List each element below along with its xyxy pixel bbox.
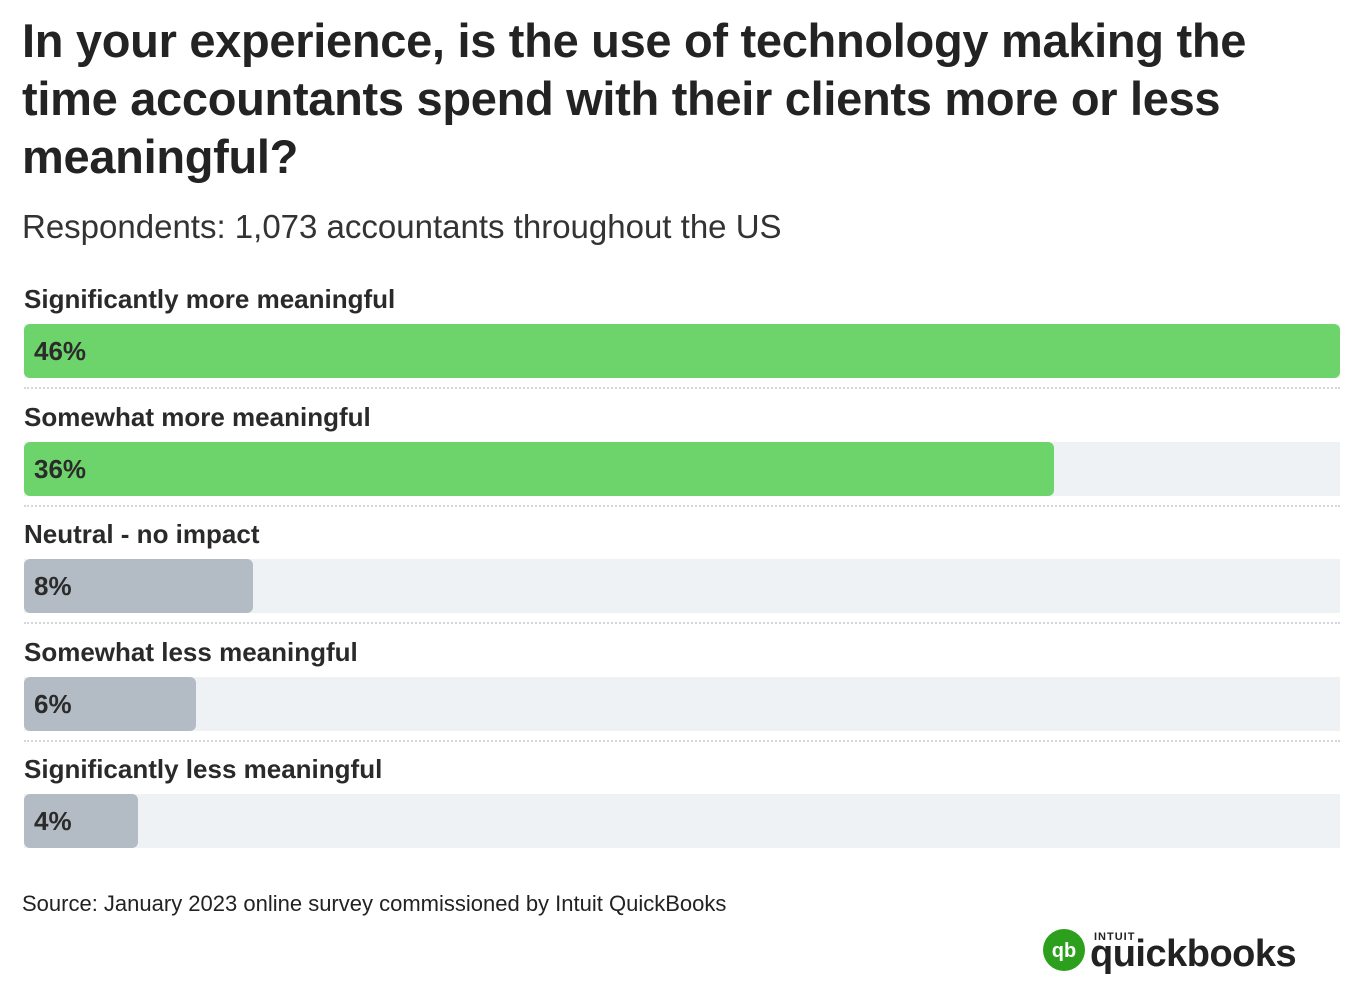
category-label: Somewhat more meaningful <box>24 401 371 432</box>
bar-value-label: 46% <box>34 336 87 366</box>
bar-track: 8% <box>24 559 1340 613</box>
bar-track: 6% <box>24 676 1340 731</box>
chart-subtitle: Respondents: 1,073 accountants throughou… <box>22 208 782 245</box>
row-divider <box>24 739 1340 742</box>
chart-title: In your experience, is the use of techno… <box>22 14 1247 183</box>
bar-row: Somewhat less meaningful 6% <box>24 625 1340 743</box>
bar-row: Somewhat more meaningful 36% <box>24 390 1340 508</box>
category-label: Significantly more meaningful <box>24 284 396 314</box>
bar-track: 46% <box>24 324 1340 378</box>
quickbooks-logo: qb INTUIT quickbooks <box>1042 928 1302 984</box>
source-note: Source: January 2023 online survey commi… <box>22 891 727 916</box>
bar <box>24 676 196 731</box>
category-label: Neutral - no impact <box>24 519 260 549</box>
bar-row: Significantly more meaningful 46% <box>24 272 1340 390</box>
row-divider <box>24 622 1340 624</box>
logo-mark-circle <box>1043 929 1085 971</box>
row-divider <box>24 504 1340 507</box>
bar <box>24 559 253 613</box>
logo-quickbooks-text: quickbooks <box>1090 933 1297 975</box>
bar-track: 36% <box>24 441 1340 496</box>
bar-value-label: 4% <box>34 806 72 836</box>
logo-intuit-text: INTUIT <box>1094 931 1136 943</box>
bar-chart: Significantly more meaningful 46% Somewh… <box>24 272 1340 860</box>
bar-track: 4% <box>24 794 1340 848</box>
bar <box>24 794 139 848</box>
bar-value-label: 6% <box>34 688 72 719</box>
logo-mark-glyph: qb <box>1052 940 1076 962</box>
bar-row: Significantly less meaningful 4% <box>24 742 1340 860</box>
quickbooks-logo-icon: qb <box>1043 929 1085 971</box>
bar <box>24 441 1054 496</box>
category-label: Somewhat less meaningful <box>24 636 358 667</box>
category-label: Significantly less meaningful <box>24 754 383 784</box>
bar-value-label: 8% <box>34 571 72 601</box>
bar <box>24 324 1340 378</box>
bar-value-label: 36% <box>34 453 87 484</box>
bar-row: Neutral - no impact 8% <box>24 507 1340 625</box>
row-divider <box>24 387 1340 389</box>
